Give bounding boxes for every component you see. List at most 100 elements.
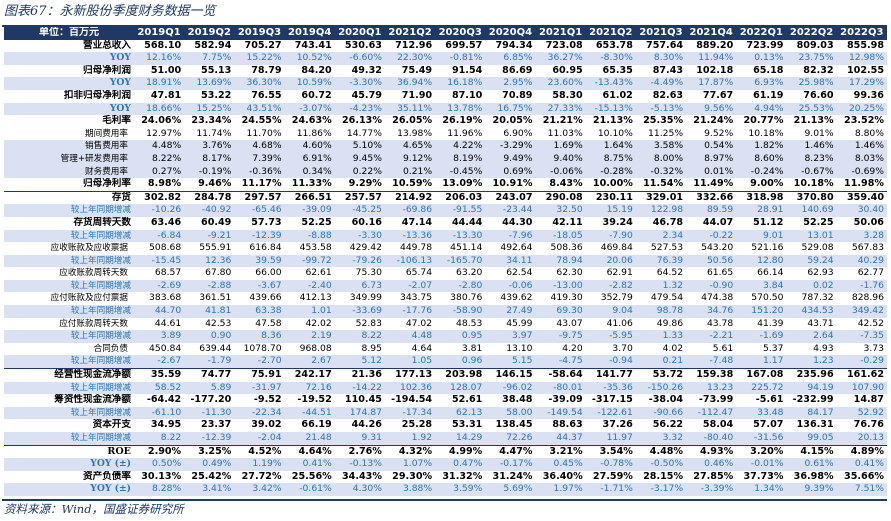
table-cell: 31.32% (442, 470, 483, 482)
table-cell: 20.05% (492, 115, 533, 127)
table-cell: 3.97 (485, 330, 536, 343)
table-cell: 50.06 (853, 216, 884, 228)
table-cell: 9.01% (804, 127, 834, 139)
table-cell: 44.37 (535, 432, 586, 446)
table-cell: 35.66% (844, 470, 884, 482)
table-cell: 1.97% (535, 483, 586, 496)
table-cell: -91.55 (435, 204, 486, 217)
table-cell: 65.35 (602, 64, 633, 76)
table-cell: 102.36 (384, 381, 436, 395)
table-cell: 1.46% (836, 140, 887, 153)
table-cell: 11.98% (844, 178, 884, 190)
table-cell: 20.25% (836, 102, 887, 116)
table-cell: 63.38 (234, 305, 285, 318)
table-row: 较上年同期增减 -15.45 12.36 39.59 -99.72 -79.26 -106.… (4, 254, 887, 268)
table-cell: 0.13% (736, 52, 787, 65)
table-cell: 138.45 (495, 419, 533, 431)
table-cell: 1.01 (284, 305, 335, 318)
table-cell: 743.41 (294, 39, 332, 51)
table-cell: 297.57 (234, 190, 285, 205)
table-cell: 23.75% (786, 52, 837, 65)
table-cell: 21.13% (592, 115, 633, 127)
table-cell: -6.84 (134, 229, 185, 243)
table-cell: 77.67 (702, 89, 734, 101)
table-cell: -13.00 (535, 279, 586, 293)
table-cell: 1.32 (635, 279, 687, 293)
row-label: 较上年同期增减 (4, 406, 134, 420)
table-cell: 570.50 (751, 292, 784, 304)
table-row: 资本开支 34.95 23.37 39.02 66.19 44.26 25.28 53.31 1… (4, 419, 887, 432)
table-cell: 76.55 (251, 89, 282, 101)
table-cell: -10.26 (134, 204, 185, 217)
table-cell: 25.35% (643, 115, 684, 127)
table-cell: -4.23% (334, 102, 385, 116)
financial-table: 单位：百万元 2019Q1 2019Q2 2019Q3 2019Q4 2020Q1 202… (4, 27, 887, 496)
table-cell: 99.36 (853, 89, 884, 101)
table-cell: 62.91 (606, 267, 633, 279)
table-cell: 343.75 (399, 292, 433, 304)
table-row: 较上年同期增减 58.52 5.89 -31.97 72.16 -14.22 102.36 1… (4, 381, 887, 395)
table-cell: 34.95 (150, 419, 182, 431)
table-cell: 52.92 (836, 406, 887, 420)
table-cell: 26.05% (392, 115, 433, 127)
table-cell: -9.21 (184, 229, 235, 243)
table-cell: -31.56 (736, 432, 787, 446)
table-cell: -177.20 (190, 394, 232, 406)
table-cell: 508.36 (550, 242, 583, 254)
header-quarter: 2019Q4 (284, 27, 335, 40)
table-cell: 86.69 (502, 64, 533, 76)
table-cell: 0.27% (134, 165, 185, 179)
table-cell: 543.20 (701, 242, 734, 254)
table-cell: 9.04 (585, 305, 636, 318)
table-row: YOY 12.16% 7.75% 15.22% 10.52% -6.60% 22.30% -0… (4, 52, 887, 65)
table-cell: 14.87 (853, 394, 884, 406)
table-cell: 243.07 (485, 190, 536, 205)
table-cell: -40.92 (184, 204, 235, 217)
table-cell: 555.91 (199, 242, 232, 254)
table-cell: -0.81% (435, 52, 486, 65)
table-cell: 18.66% (134, 102, 185, 116)
table-cell: -96.02 (485, 381, 536, 395)
table-cell: -0.06 (485, 279, 536, 293)
table-cell: 4.65% (384, 140, 436, 153)
header-quarter: 2019Q1 (134, 27, 185, 40)
table-cell: 329.01 (635, 190, 687, 205)
table-row: 扣非归母净利润 47.81 53.22 76.55 60.72 45.79 71.90 87.… (4, 90, 887, 103)
table-cell: 6.85% (485, 52, 536, 65)
table-cell: 20.77% (743, 115, 784, 127)
table-cell: 712.96 (395, 39, 433, 51)
table-cell: 0.21% (384, 165, 436, 179)
table-cell: 5.69% (485, 483, 536, 496)
table-cell: 27.59% (592, 470, 633, 482)
table-cell: 49.86 (656, 317, 684, 329)
table-cell: 58.52 (134, 381, 185, 395)
table-row: YOY 18.91% 13.69% 36.30% 10.59% -3.30% 36.94% 1… (4, 77, 887, 90)
table-cell: 0.21 (635, 355, 687, 369)
table-cell: 359.40 (836, 190, 887, 205)
table-cell: 11.17% (241, 178, 282, 190)
table-cell: 49.32 (351, 64, 382, 76)
table-cell: -3.07% (284, 102, 335, 116)
table-cell: -0.19% (184, 165, 235, 179)
table-cell: 5.15 (485, 355, 536, 369)
table-cell: 2.34 (635, 229, 687, 243)
table-cell: 66.14 (757, 267, 784, 279)
table-cell: 4.47% (485, 444, 536, 459)
table-cell: 141.77 (585, 368, 636, 382)
table-row: 较上年同期增减 44.70 41.81 63.38 1.01 -33.69 -17.76 -5… (4, 305, 887, 318)
table-cell: 66.00 (255, 267, 282, 279)
table-cell: 62.77 (857, 267, 884, 279)
table-cell: 76.76 (853, 419, 884, 431)
table-cell: -0.17% (485, 458, 536, 471)
row-label: YOY (4, 102, 134, 116)
table-cell: -39.09 (548, 394, 583, 406)
table-cell: 450.84 (149, 342, 182, 354)
table-cell: 34.11 (485, 254, 536, 268)
table-row: 资产负债率 30.13% 25.42% 27.72% 25.56% 34.43% 29.30… (4, 471, 887, 484)
table-cell: 302.82 (134, 190, 185, 205)
table-row: 归母净利率 8.98% 9.46% 11.17% 11.33% 9.29% 10.59% 13… (4, 178, 887, 191)
table-cell: 4.94% (736, 102, 787, 116)
table-cell: 10.91% (492, 178, 533, 190)
table-cell: -2.40 (284, 279, 335, 293)
row-label: 应收账款周转天数 (59, 268, 128, 279)
